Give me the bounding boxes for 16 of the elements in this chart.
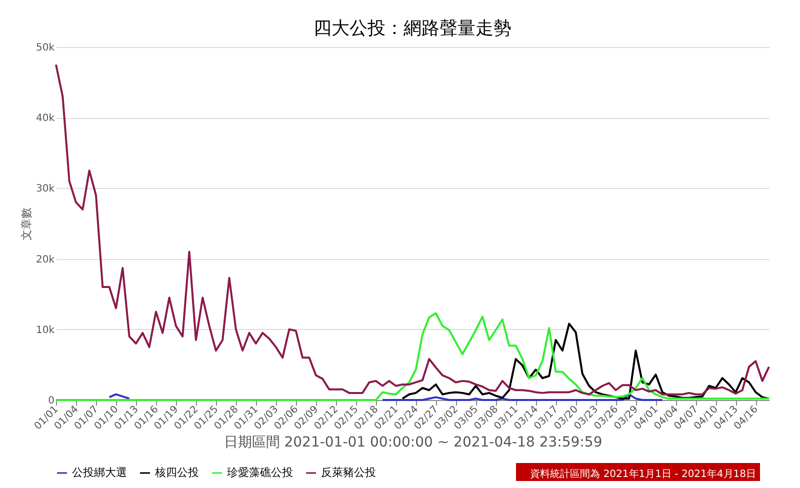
y-tick-label: 20k bbox=[36, 254, 55, 266]
x-axis-title: 日期區間 2021-01-01 00:00:00 ~ 2021-04-18 23:59:59 bbox=[224, 434, 602, 450]
legend-label: 公投綁大選 bbox=[72, 466, 127, 479]
line-series bbox=[55, 64, 770, 396]
y-axis-title: 文章數 bbox=[20, 208, 33, 240]
legend-label: 反萊豬公投 bbox=[321, 466, 376, 479]
legend-label: 珍愛藻礁公投 bbox=[227, 466, 293, 479]
text: 資料統計區間為 2021年1月1日 - 2021年4月18日 bbox=[530, 468, 756, 480]
legend-label: 核四公投 bbox=[154, 466, 199, 479]
y-tick-label: 0 bbox=[48, 396, 54, 406]
y-tick-label: 30k bbox=[36, 184, 55, 195]
y-tick-label: 10k bbox=[36, 324, 55, 336]
line-series bbox=[402, 322, 770, 400]
y-tick-label: 40k bbox=[36, 113, 55, 124]
chart-title: 四大公投：網路聲量走勢 bbox=[314, 18, 512, 39]
y-tick-label: 50k bbox=[36, 42, 55, 54]
